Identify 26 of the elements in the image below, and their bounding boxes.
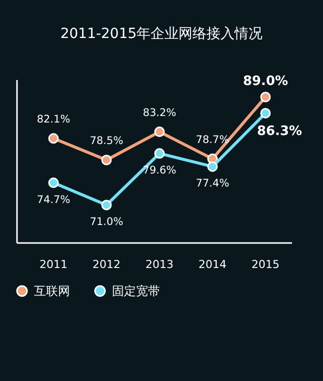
data-label: 79.6% [142, 164, 176, 176]
point [48, 178, 59, 188]
data-label: 77.4% [196, 178, 230, 190]
x-tick-label: 2013 [146, 258, 174, 271]
x-tick-label: 2014 [198, 258, 226, 271]
x-tick-label: 2015 [252, 258, 280, 271]
data-label: 78.5% [90, 135, 124, 147]
data-label: 89.0% [242, 74, 288, 89]
x-tick-label: 2011 [40, 258, 68, 271]
point [101, 200, 112, 210]
point [154, 148, 165, 159]
data-label: 82.1% [36, 113, 70, 126]
point [154, 126, 165, 138]
point [260, 92, 271, 102]
legend-label: 固定宽带 [112, 284, 160, 298]
legend-label: 互联网 [34, 284, 70, 298]
x-tick-label: 2012 [92, 258, 120, 271]
data-label: 83.2% [142, 106, 176, 119]
data-label: 71.0% [90, 216, 124, 228]
chart-title: 2011-2015年企业网络接入情况 [60, 26, 263, 42]
data-label: 86.3% [256, 124, 302, 140]
point [260, 108, 271, 118]
data-label: 74.7% [36, 194, 70, 206]
point [207, 161, 218, 172]
point [48, 133, 59, 144]
point [101, 154, 112, 166]
